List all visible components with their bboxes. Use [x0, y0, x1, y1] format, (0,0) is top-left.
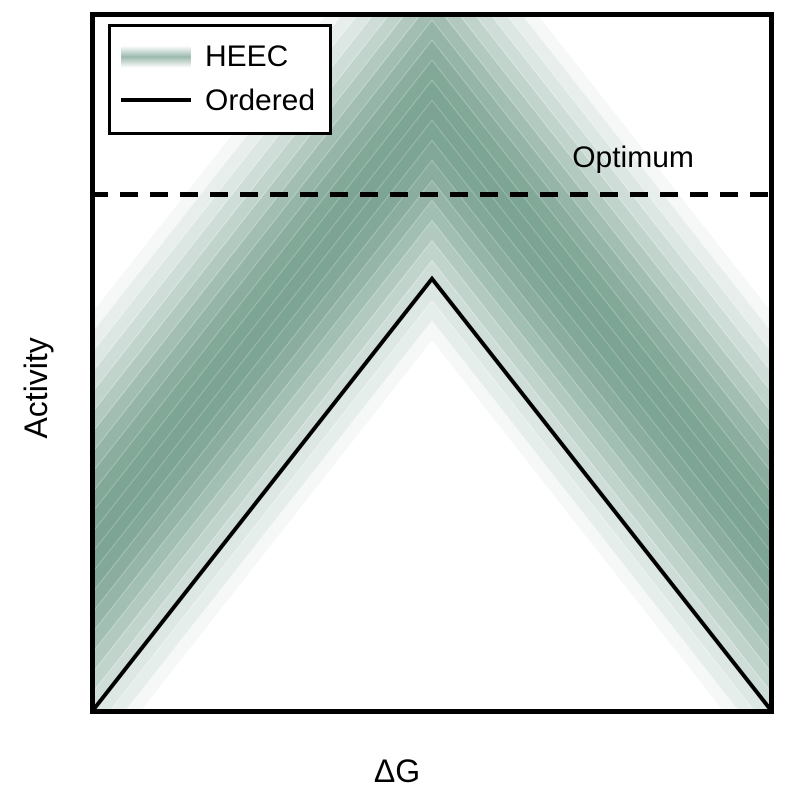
x-axis-label: ΔG — [374, 753, 420, 790]
legend-swatch-heec — [121, 46, 191, 68]
y-axis-label: Activity — [18, 337, 55, 438]
legend-label-ordered: Ordered — [205, 79, 315, 123]
figure-container: Activity ΔG HEEC Ordered Optimum — [0, 0, 794, 796]
optimum-label: Optimum — [572, 141, 694, 175]
legend: HEEC Ordered — [108, 24, 332, 135]
plot-area: HEEC Ordered Optimum — [90, 12, 774, 714]
legend-item-heec: HEEC — [121, 35, 315, 79]
legend-label-heec: HEEC — [205, 35, 288, 79]
legend-item-ordered: Ordered — [121, 79, 315, 123]
legend-swatch-ordered — [121, 89, 191, 111]
